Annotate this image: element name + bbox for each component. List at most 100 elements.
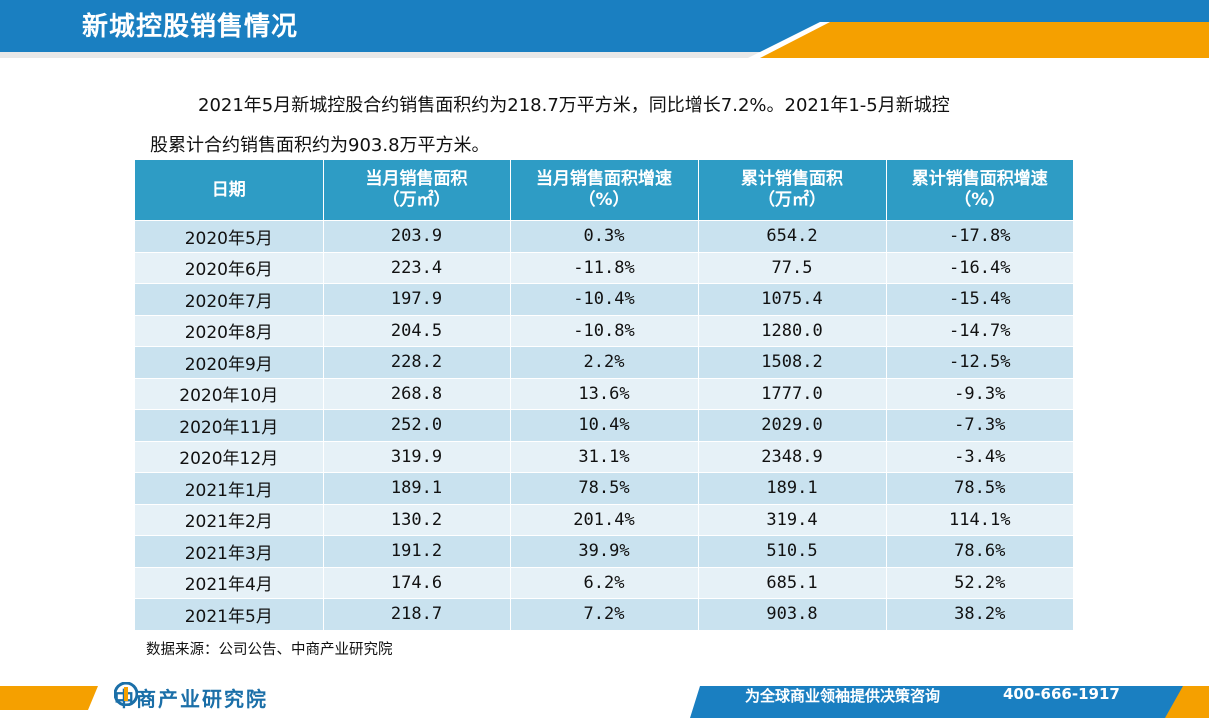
cell-monthly-growth: 13.6% — [510, 377, 699, 410]
header-cumulative-growth: 累计销售面积增速 （%） — [886, 160, 1073, 221]
cell-monthly-growth: -10.8% — [510, 314, 699, 347]
sales-table: 日期 当月销售面积 （万㎡） 当月销售面积增速 （%） 累计销售面积 （万㎡） … — [135, 160, 1073, 630]
footer-phone: 400-666-1917 — [1003, 685, 1120, 703]
cell-date: 2020年5月 — [135, 220, 324, 252]
table-row: 2020年8月 204.5 -10.8% 1280.0 -14.7% — [135, 314, 1073, 347]
cell-monthly-area: 203.9 — [323, 220, 511, 252]
page-title: 新城控股销售情况 — [82, 12, 299, 42]
cell-monthly-area: 204.5 — [323, 314, 511, 347]
cell-monthly-growth: -10.4% — [510, 283, 699, 315]
cell-monthly-growth: 0.3% — [510, 220, 699, 252]
cell-monthly-growth: 10.4% — [510, 409, 699, 441]
cell-cumulative-growth: 38.2% — [886, 598, 1073, 630]
cell-cumulative-growth: 78.6% — [886, 535, 1073, 567]
cell-monthly-growth: -11.8% — [510, 251, 699, 284]
cell-cumulative-area: 654.2 — [698, 220, 887, 252]
cell-cumulative-growth: 78.5% — [886, 472, 1073, 504]
table-row: 2020年10月 268.8 13.6% 1777.0 -9.3% — [135, 377, 1073, 410]
cell-cumulative-growth: 114.1% — [886, 503, 1073, 536]
cell-cumulative-growth: -17.8% — [886, 220, 1073, 252]
cell-monthly-growth: 201.4% — [510, 503, 699, 536]
cell-cumulative-area: 510.5 — [698, 535, 887, 567]
table-row: 2021年4月 174.6 6.2% 685.1 52.2% — [135, 566, 1073, 599]
header-monthly-area: 当月销售面积 （万㎡） — [323, 160, 511, 221]
table-header-row: 日期 当月销售面积 （万㎡） 当月销售面积增速 （%） 累计销售面积 （万㎡） … — [135, 160, 1073, 221]
cell-date: 2020年11月 — [135, 409, 324, 441]
footer-graphic — [0, 686, 1209, 718]
cell-monthly-growth: 39.9% — [510, 535, 699, 567]
cell-cumulative-area: 1508.2 — [698, 346, 887, 378]
source-note: 数据来源：公司公告、中商产业研究院 — [146, 642, 393, 658]
logo-text: 中商产业研究院 — [114, 686, 268, 711]
cell-monthly-area: 174.6 — [323, 566, 511, 599]
cell-cumulative-growth: 52.2% — [886, 566, 1073, 599]
cell-monthly-area: 130.2 — [323, 503, 511, 536]
intro-paragraph: 2021年5月新城控股合约销售面积约为218.7万平方米，同比增长7.2%。20… — [150, 86, 1070, 166]
cell-date: 2020年6月 — [135, 251, 324, 284]
table-row: 2020年11月 252.0 10.4% 2029.0 -7.3% — [135, 409, 1073, 441]
cell-cumulative-area: 77.5 — [698, 251, 887, 284]
cell-date: 2021年2月 — [135, 503, 324, 536]
table-row: 2020年9月 228.2 2.2% 1508.2 -12.5% — [135, 346, 1073, 378]
cell-date: 2020年9月 — [135, 346, 324, 378]
cell-monthly-area: 189.1 — [323, 472, 511, 504]
header-graphic — [0, 0, 1209, 58]
cell-date: 2020年12月 — [135, 440, 324, 473]
footer-slogan: 为全球商业领袖提供决策咨询 — [745, 687, 941, 705]
cell-cumulative-area: 1777.0 — [698, 377, 887, 410]
table-body: 2020年5月 203.9 0.3% 654.2 -17.8% 2020年6月 223.4-… — [135, 220, 1073, 630]
cell-monthly-growth: 7.2% — [510, 598, 699, 630]
cell-date: 2021年3月 — [135, 535, 324, 567]
cell-cumulative-area: 903.8 — [698, 598, 887, 630]
company-logo-icon — [114, 682, 138, 706]
cell-monthly-growth: 6.2% — [510, 566, 699, 599]
cell-monthly-growth: 78.5% — [510, 472, 699, 504]
table-row: 2021年2月 130.2 201.4% 319.4 114.1% — [135, 503, 1073, 536]
cell-monthly-growth: 2.2% — [510, 346, 699, 378]
cell-date: 2020年8月 — [135, 314, 324, 347]
cell-monthly-area: 268.8 — [323, 377, 511, 410]
cell-monthly-area: 197.9 — [323, 283, 511, 315]
cell-cumulative-growth: -15.4% — [886, 283, 1073, 315]
cell-date: 2020年7月 — [135, 283, 324, 315]
cell-cumulative-area: 685.1 — [698, 566, 887, 599]
cell-cumulative-growth: -12.5% — [886, 346, 1073, 378]
cell-date: 2021年4月 — [135, 566, 324, 599]
header-date: 日期 — [135, 160, 324, 221]
footer-bar: 中商产业研究院 为全球商业领袖提供决策咨询 400-666-1917 — [0, 680, 1209, 718]
cell-monthly-area: 191.2 — [323, 535, 511, 567]
cell-monthly-area: 252.0 — [323, 409, 511, 441]
table-row: 2020年6月 223.4 -11.8% 77.5 -16.4% — [135, 251, 1073, 284]
table-row: 2021年1月 189.1 78.5% 189.1 78.5% — [135, 472, 1073, 504]
cell-date: 2021年5月 — [135, 598, 324, 630]
table-row: 2020年5月 203.9 0.3% 654.2 -17.8% — [135, 220, 1073, 252]
table-row: 2021年3月 191.2 39.9% 510.5 78.6% — [135, 535, 1073, 567]
cell-cumulative-growth: -7.3% — [886, 409, 1073, 441]
table-row: 2020年7月 197.9 -10.4% 1075.4 -15.4% — [135, 283, 1073, 315]
cell-cumulative-area: 1280.0 — [698, 314, 887, 347]
cell-cumulative-area: 319.4 — [698, 503, 887, 536]
cell-cumulative-area: 1075.4 — [698, 283, 887, 315]
intro-line-2: 股累计合约销售面积约为903.8万平方米。 — [150, 135, 490, 156]
cell-monthly-area: 223.4 — [323, 251, 511, 284]
cell-date: 2020年10月 — [135, 377, 324, 410]
cell-cumulative-growth: -9.3% — [886, 377, 1073, 410]
footer-logo: 中商产业研究院 — [114, 682, 268, 712]
cell-monthly-area: 228.2 — [323, 346, 511, 378]
cell-monthly-area: 319.9 — [323, 440, 511, 473]
cell-monthly-growth: 31.1% — [510, 440, 699, 473]
intro-line-1: 2021年5月新城控股合约销售面积约为218.7万平方米，同比增长7.2%。20… — [198, 95, 950, 116]
cell-cumulative-growth: -3.4% — [886, 440, 1073, 473]
cell-cumulative-growth: -14.7% — [886, 314, 1073, 347]
cell-cumulative-area: 2348.9 — [698, 440, 887, 473]
header-cumulative-area: 累计销售面积 （万㎡） — [698, 160, 887, 221]
cell-cumulative-area: 2029.0 — [698, 409, 887, 441]
header-monthly-growth: 当月销售面积增速 （%） — [510, 160, 699, 221]
table-row: 2020年12月 319.9 31.1% 2348.9 -3.4% — [135, 440, 1073, 473]
cell-monthly-area: 218.7 — [323, 598, 511, 630]
cell-cumulative-area: 189.1 — [698, 472, 887, 504]
cell-cumulative-growth: -16.4% — [886, 251, 1073, 284]
header-bar: 新城控股销售情况 — [0, 0, 1209, 58]
cell-date: 2021年1月 — [135, 472, 324, 504]
table-row: 2021年5月 218.7 7.2% 903.8 38.2% — [135, 598, 1073, 630]
